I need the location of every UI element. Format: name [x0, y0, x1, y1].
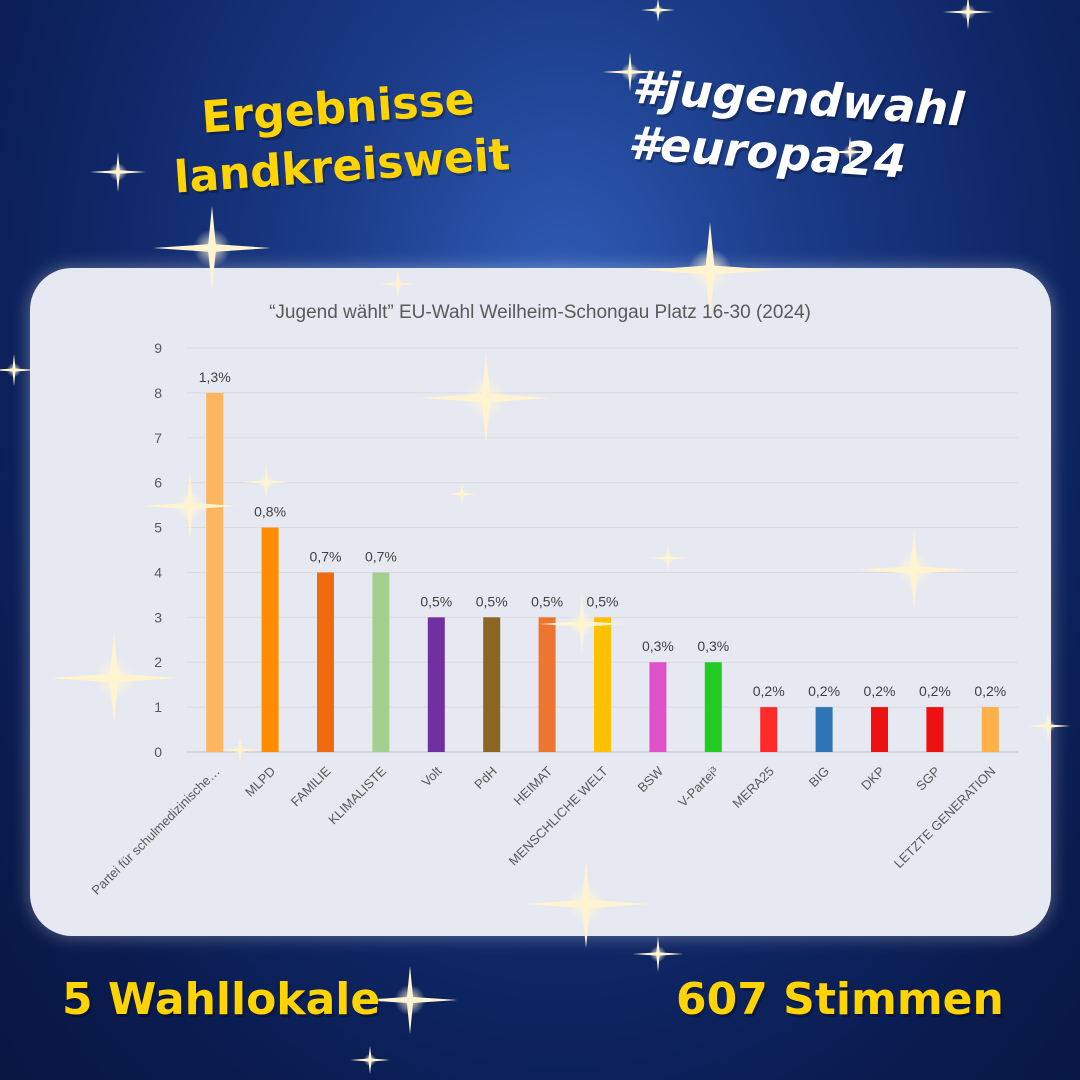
- x-tick-label: FAMILIE: [288, 763, 334, 809]
- x-tick-label: BIG: [806, 764, 832, 790]
- sparkle-icon: [350, 1046, 390, 1074]
- bar: [538, 617, 556, 752]
- bar: [926, 707, 944, 752]
- x-tick-label: MENSCHLICHE WELT: [506, 763, 611, 868]
- data-label: 0,7%: [365, 548, 397, 564]
- bar: [427, 617, 445, 752]
- data-label: 0,2%: [864, 683, 896, 699]
- data-label: 1,3%: [199, 369, 231, 385]
- x-tick-label: MLPD: [242, 764, 278, 800]
- bar: [981, 707, 999, 752]
- x-tick-label: BSW: [634, 763, 666, 795]
- data-label: 0,2%: [808, 683, 840, 699]
- x-tick-label: HEIMAT: [511, 763, 556, 808]
- bar: [317, 572, 334, 752]
- y-tick-label: 4: [154, 564, 162, 580]
- sparkle-icon: [632, 936, 684, 972]
- y-tick-label: 0: [154, 744, 162, 760]
- total-votes: 607 Stimmen: [676, 974, 1004, 1025]
- data-label: 0,8%: [254, 504, 286, 520]
- chart-title: “Jugend wählt” EU-Wahl Weilheim-Schongau…: [269, 302, 811, 323]
- data-label: 0,3%: [642, 638, 674, 654]
- bar: [483, 617, 501, 752]
- y-tick-label: 6: [154, 475, 162, 491]
- chart-panel: “Jugend wählt” EU-Wahl Weilheim-Schongau…: [30, 268, 1051, 936]
- data-label: 0,7%: [310, 548, 342, 564]
- x-tick-label: Partei für schulmedizinische…: [89, 764, 223, 898]
- x-tick-label: PdH: [471, 764, 499, 792]
- data-label: 0,5%: [587, 593, 619, 609]
- headline-title: Ergebnisse landkreisweit: [166, 68, 513, 207]
- bar: [206, 392, 224, 752]
- bar: [704, 662, 722, 752]
- y-tick-label: 3: [154, 609, 162, 625]
- data-label: 0,5%: [531, 593, 563, 609]
- sparkle-icon: [90, 152, 146, 192]
- bar: [871, 707, 888, 752]
- polling-stations-count: 5 Wahllokale: [62, 974, 381, 1025]
- hashtags: #jugendwahl #europa24: [626, 59, 966, 194]
- sparkle-icon: [641, 0, 675, 22]
- bar: [594, 617, 611, 752]
- bar: [261, 527, 279, 752]
- x-tick-label: MERA25: [729, 764, 776, 811]
- data-label: 0,5%: [476, 593, 508, 609]
- y-tick-label: 1: [154, 699, 162, 715]
- sparkle-icon: [942, 0, 994, 30]
- y-tick-label: 5: [154, 520, 162, 536]
- x-tick-label: KLIMALISTE: [325, 763, 389, 827]
- bar: [815, 707, 833, 752]
- y-tick-label: 9: [154, 340, 162, 356]
- x-tick-label: LETZTE GENERATION: [891, 764, 998, 871]
- x-tick-label: DKP: [858, 764, 888, 794]
- bar-chart: “Jugend wählt” EU-Wahl Weilheim-Schongau…: [89, 302, 1018, 898]
- data-label: 0,5%: [420, 593, 452, 609]
- x-tick-label: SGP: [913, 764, 943, 794]
- data-label: 0,3%: [697, 638, 729, 654]
- y-tick-label: 2: [154, 654, 162, 670]
- bar: [649, 662, 667, 752]
- y-tick-label: 7: [154, 430, 162, 446]
- bar: [760, 707, 778, 752]
- x-tick-label: Volt: [418, 763, 444, 789]
- data-label: 0,2%: [753, 683, 785, 699]
- data-label: 0,2%: [919, 683, 951, 699]
- y-tick-label: 8: [154, 385, 162, 401]
- bar: [372, 572, 390, 752]
- data-label: 0,2%: [974, 683, 1006, 699]
- x-tick-label: V-Partei³: [675, 763, 722, 810]
